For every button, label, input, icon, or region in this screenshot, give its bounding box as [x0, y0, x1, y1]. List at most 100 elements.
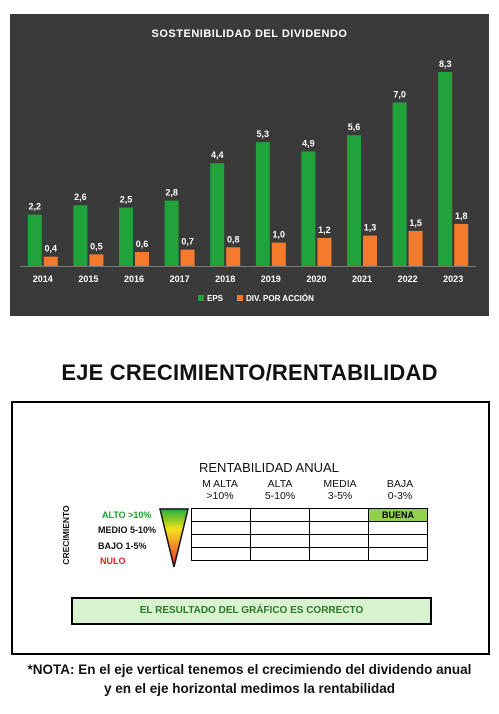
div-bar-2021 [363, 235, 377, 266]
grid-cell [191, 547, 251, 561]
x-tick-label-2016: 2016 [124, 274, 144, 284]
grid-cell [250, 547, 310, 561]
column-name: BAJA [386, 478, 414, 490]
x-tick-label-2023: 2023 [443, 274, 463, 284]
legend-label-eps: EPS [207, 294, 224, 303]
grid-row [191, 521, 428, 535]
eps-data-label-2014: 2,2 [29, 202, 42, 212]
footnote-line-1: *NOTA: En el eje vertical tenemos el cre… [27, 662, 472, 677]
eps-data-label-2023: 8,3 [439, 59, 452, 69]
div-bar-2020 [317, 237, 332, 266]
grid-row: BUENA [191, 508, 428, 522]
column-head-baja: BAJA 0-3% [371, 478, 429, 502]
div-data-label-2021: 1,3 [364, 223, 377, 233]
div-data-label-2020: 1,2 [318, 225, 331, 235]
eps-bar-2016 [119, 207, 133, 266]
row-label-nulo: NULO [100, 556, 126, 566]
eps-data-label-2022: 7,0 [393, 89, 406, 99]
div-bar-2019 [271, 242, 286, 266]
div-data-label-2018: 0,8 [227, 234, 240, 244]
eps-bar-2020 [301, 151, 316, 266]
eps-bar-2021 [347, 135, 361, 266]
legend-label-div: DIV. POR ACCIÓN [246, 294, 314, 303]
grid-cell [368, 521, 428, 535]
section-title: EJE CRECIMIENTO/RENTABILIDAD [61, 360, 438, 385]
matrix-grid: BUENA [191, 508, 428, 561]
matrix-title: RENTABILIDAD ANUAL [199, 460, 339, 475]
div-data-label-2016: 0,6 [136, 239, 149, 249]
column-range: >10% [206, 490, 234, 502]
div-data-label-2023: 1,8 [455, 211, 468, 221]
x-tick-label-2015: 2015 [78, 274, 98, 284]
div-data-label-2022: 1,5 [409, 218, 422, 228]
grid-cell [309, 521, 369, 535]
div-bar-2022 [408, 230, 423, 266]
grid-cell [309, 508, 369, 522]
result-banner: EL RESULTADO DEL GRÁFICO ES CORRECTO [71, 597, 432, 625]
div-data-label-2014: 0,4 [45, 244, 58, 254]
dividend-chart: SOSTENIBILIDAD DEL DIVIDENDO 2,2 0,4 2014 2,… [10, 14, 489, 316]
column-head-media: MEDIA 3-5% [311, 478, 369, 502]
eps-data-label-2019: 5,3 [257, 129, 270, 139]
x-tick-label-2018: 2018 [215, 274, 235, 284]
grid-cell [191, 534, 251, 548]
grid-cell [191, 508, 251, 522]
eps-data-label-2017: 2,8 [165, 188, 178, 198]
x-tick-label-2014: 2014 [33, 274, 53, 284]
row-label-alto: ALTO >10% [102, 510, 152, 520]
column-name: MEDIA [323, 478, 357, 490]
gradient-triangle-icon [159, 508, 189, 568]
column-name: ALTA [267, 478, 293, 490]
chart-svg: SOSTENIBILIDAD DEL DIVIDENDO 2,2 0,4 2014 2,… [20, 28, 476, 303]
eps-bar-2014 [27, 214, 42, 266]
div-bar-2015 [89, 254, 104, 266]
grid-cell [250, 508, 310, 522]
eps-data-label-2021: 5,6 [348, 122, 361, 132]
chart-title: SOSTENIBILIDAD DEL DIVIDENDO [152, 28, 348, 40]
x-tick-label-2019: 2019 [261, 274, 281, 284]
div-bar-2016 [135, 251, 149, 266]
x-tick-label-2022: 2022 [398, 274, 418, 284]
result-cell-buena: BUENA [368, 508, 428, 522]
grid-cell [309, 547, 369, 561]
div-data-label-2019: 1,0 [273, 230, 286, 240]
eps-data-label-2020: 4,9 [302, 138, 315, 148]
eps-bar-2015 [73, 205, 88, 266]
div-data-label-2015: 0,5 [90, 241, 103, 251]
eps-bar-2023 [438, 72, 453, 266]
div-bar-2023 [454, 223, 469, 266]
legend-swatch-eps [198, 295, 204, 301]
x-tick-label-2017: 2017 [170, 274, 190, 284]
footnote: *NOTA: En el eje vertical tenemos el cre… [0, 660, 499, 698]
grid-cell [368, 534, 428, 548]
eps-data-label-2018: 4,4 [211, 150, 224, 160]
row-label-medio: MEDIO 5-10% [98, 525, 157, 535]
grid-cell [250, 521, 310, 535]
eps-data-label-2016: 2,5 [120, 195, 133, 205]
column-head-alta: ALTA 5-10% [251, 478, 309, 502]
eps-bar-2019 [255, 142, 270, 266]
grid-row [191, 547, 428, 561]
row-label-bajo: BAJO 1-5% [98, 541, 147, 551]
x-tick-label-2020: 2020 [306, 274, 326, 284]
grid-cell [309, 534, 369, 548]
eps-bar-2022 [392, 102, 407, 266]
grid-cell [368, 547, 428, 561]
legend-swatch-div [237, 295, 243, 301]
div-bar-2018 [226, 247, 241, 266]
grid-row [191, 534, 428, 548]
footnote-line-2: y en el eje horizontal medimos la rentab… [103, 681, 396, 696]
x-tick-label-2021: 2021 [352, 274, 372, 284]
eps-data-label-2015: 2,6 [74, 192, 87, 202]
column-range: 0-3% [387, 490, 413, 502]
grid-cell [191, 521, 251, 535]
div-bar-2017 [180, 249, 195, 266]
div-bar-2014 [43, 256, 58, 266]
grid-cell [250, 534, 310, 548]
column-head-m-alta: M ALTA >10% [191, 478, 249, 502]
growth-axis-label: CRECIMIENTO [61, 505, 71, 565]
column-name: M ALTA [202, 478, 238, 490]
column-range: 5-10% [264, 490, 296, 502]
column-range: 3-5% [327, 490, 353, 502]
div-data-label-2017: 0,7 [181, 237, 194, 247]
